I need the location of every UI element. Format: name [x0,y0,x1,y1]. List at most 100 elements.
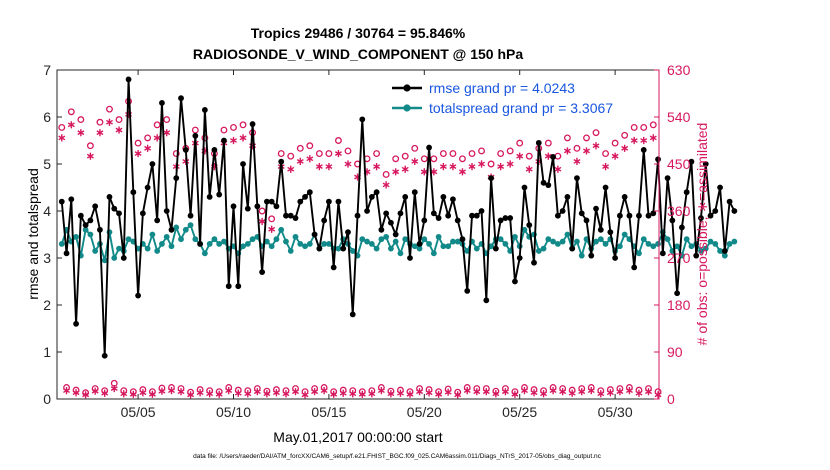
obs-possible-point [573,144,581,152]
totalspread-point [378,236,385,243]
obs-assimilated-point [139,389,147,397]
y-axis-left-label: rmse and totalspread [25,168,41,300]
obs-assimilated-point [110,384,118,393]
rmse-point [602,184,609,191]
rmse-point [640,147,647,153]
rmse-point [135,292,141,299]
obs-assimilated-point [573,157,581,165]
totalspread-point [545,236,552,243]
rmse-point [326,198,332,205]
obs-assimilated-point [263,390,271,398]
rmse-point [244,205,251,212]
rmse-point [73,320,79,327]
rmse-point [163,208,170,214]
obs-possible-point [134,139,142,147]
totalspread-point [554,241,561,247]
totalspread-point [73,233,79,240]
rmse-point [578,210,585,217]
obs-possible-point [144,134,152,142]
obs-assimilated-point [521,387,528,395]
rmse-point [92,203,99,210]
rmse-point [345,229,351,236]
obs-possible-point [420,155,428,163]
obs-possible-point [583,134,590,142]
obs-assimilated-point [58,134,66,142]
totalspread-point [574,238,580,245]
rmse-point [268,198,275,205]
obs-assimilated-point [253,388,261,396]
obs-assimilated-point [578,388,586,396]
y-right-tick-label: 180 [667,297,691,313]
obs-assimilated-point [616,388,624,396]
totalspread-point [116,245,122,252]
obs-assimilated-point [516,152,524,160]
totalspread-point [283,238,289,245]
rmse-point [178,95,184,102]
obs-possible-point [58,123,66,131]
obs-possible-point [315,150,323,158]
obs-assimilated-point [96,129,104,137]
rmse-point [421,217,428,224]
y-left-tick-label: 1 [43,344,51,360]
chart-subtitle: RADIOSONDE_V_WIND_COMPONENT @ 150 hPa [193,46,523,62]
totalspread-point [731,238,738,245]
obs-assimilated-point [306,155,314,163]
totalspread-point [535,248,542,254]
obs-assimilated-point [377,387,385,395]
obs-assimilated-point [621,144,629,152]
obs-possible-point [77,116,85,124]
totalspread-point [58,241,65,247]
totalspread-point [201,250,208,257]
totalspread-point [292,233,299,240]
rmse-point [144,184,151,191]
rmse-point [402,194,409,200]
totalspread-point [578,252,585,259]
obs-assimilated-point [420,168,428,176]
obs-assimilated-point [215,390,223,398]
totalspread-point [702,245,709,252]
rmse-point [731,208,738,214]
rmse-point [526,222,533,229]
rmse-point [316,245,323,252]
rmse-point [106,194,113,200]
rmse-point [335,198,342,205]
y-left-tick-label: 4 [43,203,51,219]
rmse-point [221,137,227,144]
totalspread-point [426,241,432,247]
totalspread-point [655,241,661,247]
rmse-point [664,175,671,182]
obs-assimilated-point [554,165,562,173]
rmse-point [674,290,681,297]
totalspread-point [278,226,285,233]
rmse-point [111,205,118,212]
rmse-point [445,212,452,219]
totalspread-point [454,238,461,245]
rmse-point [240,161,246,167]
obs-possible-point [277,150,285,158]
totalspread-point [497,236,504,243]
totalspread-point [521,226,528,233]
rmse-point [631,264,638,271]
chart-title: Tropics 29486 / 30764 = 95.846% [251,25,466,41]
rmse-point [416,241,423,247]
totalspread-point [593,238,599,245]
obs-assimilated-point [416,388,424,396]
obs-assimilated-point [611,152,619,160]
rmse-point [702,161,709,167]
rmse-point [330,264,337,271]
obs-assimilated-point [358,390,366,398]
rmse-point [426,144,432,151]
rmse-point [259,269,266,275]
rmse-point [216,191,223,198]
totalspread-point [306,241,313,247]
rmse-point [626,212,633,219]
rmse-point [440,194,447,200]
rmse-point [721,248,728,254]
rmse-point [407,255,413,261]
y-right-tick-label: 270 [667,250,691,266]
obs-assimilated-point [492,390,500,398]
totalspread-point [159,241,165,247]
rmse-point [698,215,704,221]
rmse-point [688,158,695,165]
